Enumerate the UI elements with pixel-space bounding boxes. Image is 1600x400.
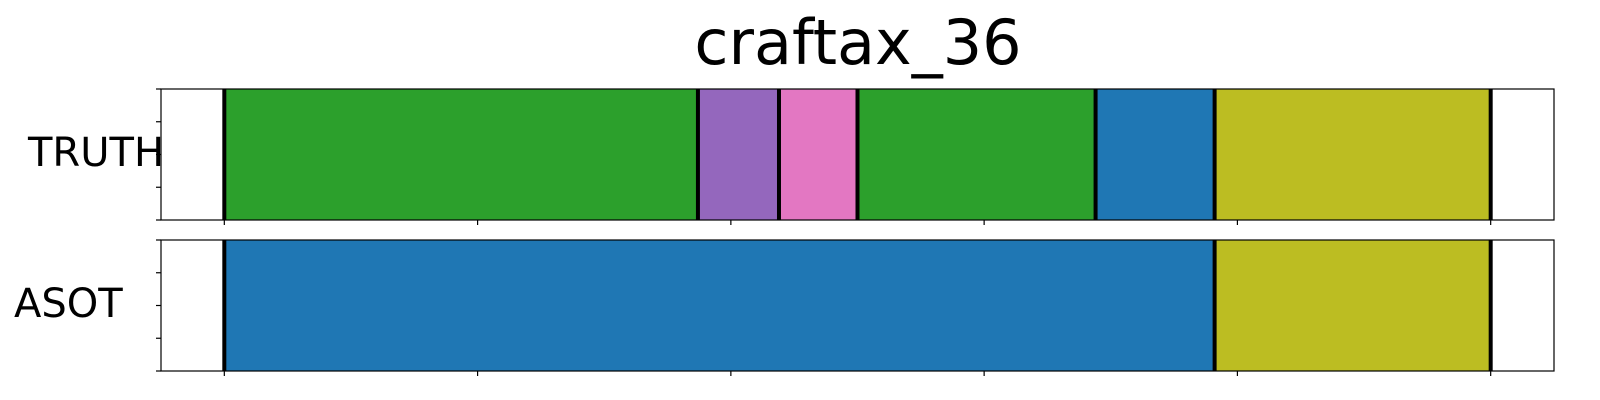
row-truth: TRUTH bbox=[27, 88, 1555, 225]
segment-bar bbox=[224, 89, 698, 220]
row-asot: ASOT bbox=[14, 239, 1555, 376]
chart-title: craftax_36 bbox=[694, 6, 1021, 79]
segment-bar bbox=[778, 89, 858, 220]
row-label: TRUTH bbox=[27, 130, 164, 176]
segment-bar bbox=[697, 89, 779, 220]
rows-layer: TRUTH ASOT bbox=[14, 88, 1555, 376]
segment-bar bbox=[1214, 240, 1491, 371]
segment-bar bbox=[1214, 89, 1491, 220]
segment-bar bbox=[1095, 89, 1215, 220]
segment-bar bbox=[224, 240, 1215, 371]
segment-bar bbox=[857, 89, 1096, 220]
row-label: ASOT bbox=[14, 281, 123, 327]
